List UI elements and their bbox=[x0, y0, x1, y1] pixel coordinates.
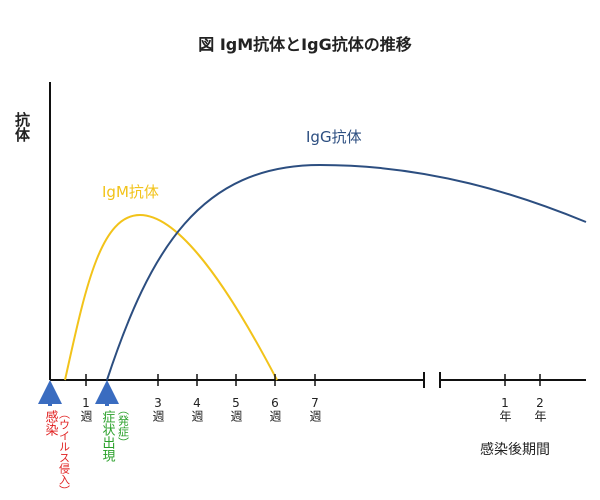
infection-label: 感染 bbox=[43, 409, 59, 436]
igm-curve bbox=[64, 213, 278, 381]
igg-curve bbox=[106, 163, 587, 381]
igg-label: IgG抗体 bbox=[306, 128, 362, 146]
tick-label: 7週 bbox=[308, 396, 322, 422]
tick-label: 1週 bbox=[79, 396, 93, 422]
tick-label: 5週 bbox=[229, 396, 243, 422]
tick-label: 3週 bbox=[151, 396, 165, 422]
title: 図 IgM抗体とIgG抗体の推移 bbox=[198, 35, 411, 54]
tick-label: 2年 bbox=[533, 396, 547, 422]
tick-label: 1年 bbox=[498, 396, 512, 422]
igm-label: IgM抗体 bbox=[102, 183, 159, 201]
onset-note: （発症） bbox=[117, 404, 130, 448]
tick-label: 6週 bbox=[268, 396, 282, 422]
tick-label: 4週 bbox=[190, 396, 204, 422]
x-label: 感染後期間 bbox=[480, 441, 550, 458]
y-label: 抗体 bbox=[13, 111, 31, 143]
infection-note: （ウイルス侵入） bbox=[58, 408, 71, 496]
onset-label: 症状出現 bbox=[100, 410, 116, 463]
